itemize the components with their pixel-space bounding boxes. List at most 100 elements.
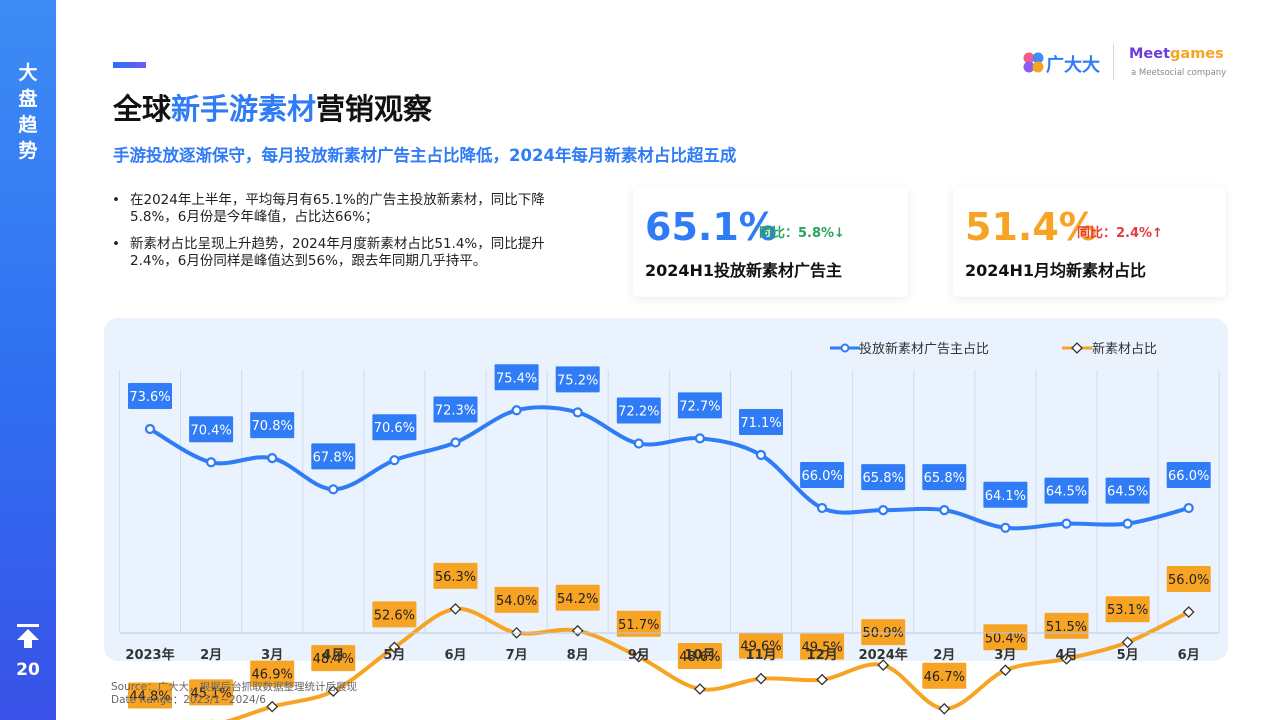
data-label: 54.2% (557, 592, 598, 607)
data-label: 64.5% (1107, 485, 1148, 500)
data-label: 45.1% (190, 686, 231, 701)
page-subtitle: 手游投放逐渐保守，每月投放新素材广告主占比降低，2024年每月新素材占比超五成 (113, 146, 737, 165)
data-point (449, 603, 462, 615)
kpi-label: 2024H1月均新素材占比 (965, 261, 1147, 280)
source-line: Source：广大大，根据后台抓取数据整理统计后展现 (111, 681, 358, 693)
data-point (816, 502, 828, 514)
x-axis: 2023年 2月 3月 4月 5月 6月 7月 8月 9月 10月 11月 12月 2024年 2月 3月 4… (119, 632, 1220, 663)
data-point (450, 437, 461, 448)
legend-label-new-creatives: 新素材占比 (1092, 341, 1157, 357)
x-tick-label: 4月 (322, 648, 344, 663)
x-tick-label: 10月 (684, 648, 715, 663)
data-label-box (372, 414, 417, 441)
data-label: 75.2% (557, 373, 598, 388)
data-point (755, 672, 767, 685)
kpi-value: 65.1% (645, 205, 777, 249)
gdd-logo-icon (1023, 52, 1044, 73)
data-point (144, 423, 156, 435)
data-point (1183, 502, 1194, 514)
back-to-top-icon[interactable] (16, 623, 40, 649)
x-tick-label: 5月 (383, 648, 405, 663)
data-label: 44.8% (129, 690, 170, 705)
title-highlight: 新手游素材 (171, 92, 317, 126)
x-tick-label: 2月 (933, 648, 955, 663)
data-point (389, 455, 400, 466)
data-point (328, 484, 339, 495)
data-label-box (922, 464, 967, 491)
data-label-box (372, 601, 417, 628)
meetgames-logo-pre: Meet (1129, 46, 1171, 62)
data-label-box (128, 383, 172, 409)
chart-panel (104, 318, 1228, 661)
data-label: 67.8% (313, 450, 354, 465)
data-label-box (1166, 566, 1211, 593)
data-label-box (616, 397, 661, 424)
data-label-box (1105, 477, 1150, 504)
data-label-box (189, 416, 234, 443)
data-label: 64.5% (1046, 485, 1087, 500)
sidebar: 大 盘 趋 势 20 (0, 0, 56, 720)
data-label-box (861, 619, 906, 646)
data-point (1122, 518, 1133, 529)
data-point (511, 405, 522, 416)
data-point (388, 641, 401, 654)
date-range-line: Date Range：2023/1~2024/6 (111, 694, 266, 706)
data-point (572, 407, 583, 418)
data-label: 65.8% (863, 471, 904, 486)
data-label-box (739, 632, 783, 659)
x-tick-label: 2月 (200, 648, 222, 663)
data-point (571, 624, 584, 637)
sidebar-section-title: 大 盘 趋 势 (0, 60, 56, 164)
data-label: 46.9% (252, 668, 293, 683)
kpi-card-new-creatives: 51.4% 同比：2.4%↑ 2024H1月均新素材占比 (953, 187, 1226, 297)
data-label: 49.5% (801, 641, 842, 656)
x-tick-label: 6月 (444, 648, 466, 663)
data-point (938, 702, 951, 715)
data-label: 72.2% (618, 405, 659, 420)
kpi-card-advertisers: 65.1% 同比：5.8%↓ 2024H1投放新素材广告主 (633, 187, 908, 297)
data-label: 65.8% (924, 471, 965, 486)
title-prefix: 全球 (113, 92, 172, 126)
page-title: 全球新手游素材营销观察 (113, 86, 432, 128)
x-tick-label: 11月 (745, 648, 776, 663)
sidebar-char: 盘 (18, 88, 38, 110)
data-label: 70.6% (374, 421, 415, 436)
data-point (694, 433, 706, 444)
x-tick-label: 3月 (261, 648, 283, 663)
data-label-box (189, 679, 234, 706)
data-label-box (1166, 462, 1211, 489)
data-label-box (433, 396, 478, 423)
meetgames-logo: Meetgames (1129, 46, 1224, 62)
meetgames-logo-post: games (1170, 46, 1224, 62)
data-label: 56.3% (435, 570, 476, 585)
data-point (633, 438, 644, 449)
data-label-box (311, 645, 356, 672)
data-point (327, 685, 340, 697)
x-tick-label: 4月 (1055, 648, 1077, 663)
legend-label-advertisers: 投放新素材广告主占比 (859, 341, 989, 357)
data-point (1182, 606, 1195, 618)
chart-legend: 投放新素材广告主占比 新素材占比 (830, 341, 1157, 357)
data-label-box (616, 610, 661, 637)
x-tick-label: 2023年 (125, 647, 174, 663)
data-label-box (800, 633, 845, 660)
data-label: 64.1% (985, 489, 1026, 504)
data-label: 48.4% (313, 652, 354, 667)
data-point (1000, 522, 1011, 533)
data-label: 66.0% (801, 469, 842, 484)
x-tick-label: 3月 (994, 648, 1016, 663)
bullet-item: 新素材占比呈现上升趋势，2024年月度新素材占比51.4%，同比提升2.4%，6… (110, 236, 590, 270)
data-point (266, 700, 279, 713)
data-label: 71.1% (740, 416, 781, 431)
data-label: 70.4% (190, 423, 231, 438)
data-point (1061, 518, 1072, 529)
data-label-box (800, 462, 845, 489)
x-tick-label: 6月 (1178, 648, 1200, 663)
page-number: 20 (16, 660, 40, 680)
data-label: 72.3% (435, 404, 476, 419)
data-label: 75.4% (496, 371, 537, 386)
gdd-logo-text: 广大大 (1046, 55, 1100, 76)
bullet-item: 在2024年上半年，平均每月有65.1%的广告主投放新素材，同比下降5.8%，6… (110, 192, 590, 226)
insight-bullets: 在2024年上半年，平均每月有65.1%的广告主投放新素材，同比下降5.8%，6… (110, 192, 590, 280)
kpi-label: 2024H1投放新素材广告主 (645, 261, 843, 280)
